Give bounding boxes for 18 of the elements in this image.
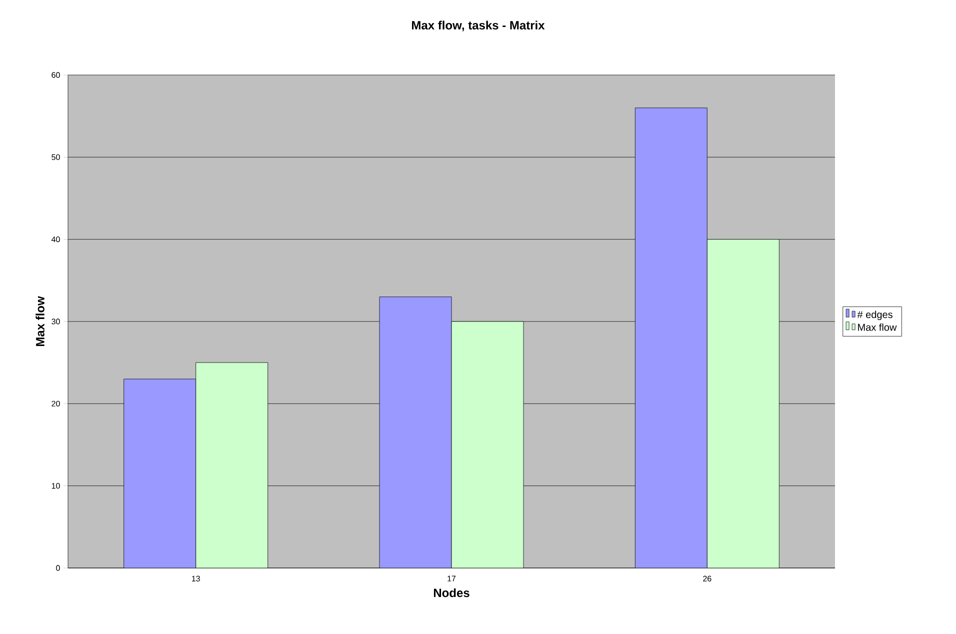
bar xyxy=(451,321,524,568)
y-tick-label: 40 xyxy=(51,236,60,242)
y-tick-label: 0 xyxy=(56,565,60,571)
y-tick-label: 50 xyxy=(52,154,60,160)
bar xyxy=(706,239,780,568)
y-tick-label: 30 xyxy=(52,318,60,324)
x-tick-label: 17 xyxy=(448,576,456,582)
x-tick-label: 13 xyxy=(192,576,200,582)
legend-label: # edges xyxy=(857,310,892,320)
y-axis-title: Max flow xyxy=(36,296,44,346)
y-tick-label: 10 xyxy=(52,482,60,489)
x-axis-title: Nodes xyxy=(434,588,470,598)
y-tick-label: 60 xyxy=(52,72,60,78)
legend-label: Max flow xyxy=(858,323,897,331)
chart-title: Max flow, tasks - Matrix xyxy=(412,20,545,32)
bar xyxy=(196,362,268,568)
y-tick-label: 20 xyxy=(52,400,60,406)
x-tick-label: 26 xyxy=(703,576,712,582)
